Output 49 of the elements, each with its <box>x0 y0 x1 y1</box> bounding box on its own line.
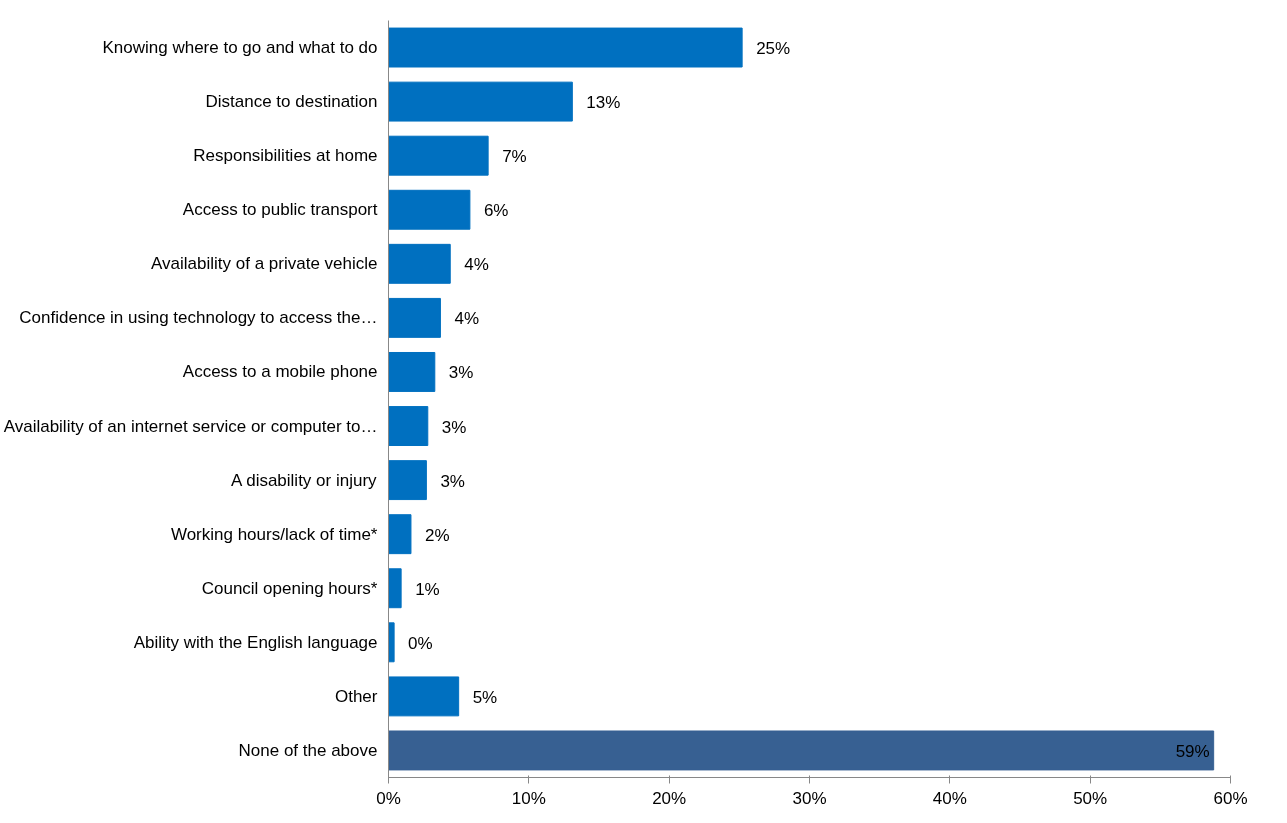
bar <box>388 243 451 284</box>
data-label: 2% <box>424 525 450 545</box>
data-label: 0% <box>408 633 433 653</box>
data-label: 7% <box>502 147 527 167</box>
y-tick-label: Access to public transport <box>182 200 378 220</box>
bar <box>388 297 441 338</box>
y-tick-label: Council opening hours* <box>201 578 378 598</box>
y-tick-label: Availability of a private vehicle <box>151 254 378 274</box>
y-tick-label: Access to a mobile phone <box>182 362 378 382</box>
data-label: 3% <box>440 471 465 491</box>
y-tick-label: A disability or injury <box>231 470 378 490</box>
bar <box>388 81 573 122</box>
data-label: 59% <box>1175 741 1210 761</box>
x-tick-label: 20% <box>652 788 687 808</box>
data-label: 5% <box>472 687 498 707</box>
bar <box>388 135 489 176</box>
data-label: 1% <box>415 579 440 599</box>
y-tick-label: Confidence in using technology to access the… <box>19 308 378 328</box>
bar <box>388 189 471 230</box>
y-tick-label: Distance to destination <box>205 92 378 112</box>
data-label: 25% <box>756 39 791 59</box>
bar <box>388 27 743 68</box>
x-tick-label: 0% <box>376 788 401 808</box>
data-label: 4% <box>454 309 479 329</box>
y-tick-label: Responsibilities at home <box>193 146 378 166</box>
x-tick-label: 30% <box>792 788 827 808</box>
data-label: 3% <box>441 417 467 437</box>
bar <box>388 622 395 663</box>
y-tick-label: None of the above <box>238 740 378 760</box>
bar <box>388 730 1215 771</box>
bar <box>388 406 429 446</box>
data-label: 3% <box>448 363 474 383</box>
x-tick-label: 60% <box>1213 788 1248 808</box>
bar <box>388 568 402 609</box>
y-tick-label: Working hours/lack of time* <box>170 524 378 544</box>
y-tick-label: Ability with the English language <box>133 632 378 652</box>
x-tick-label: 10% <box>511 788 546 808</box>
x-tick-label: 40% <box>932 788 967 808</box>
y-tick-label: Other <box>334 686 378 706</box>
data-label: 4% <box>464 255 489 275</box>
bar <box>388 352 436 392</box>
bar <box>388 514 412 555</box>
bar <box>388 676 460 717</box>
data-label: 6% <box>483 201 509 221</box>
x-tick-label: 50% <box>1073 788 1108 808</box>
bar <box>388 460 427 501</box>
y-tick-label: Availability of an internet service or computer to… <box>3 416 378 436</box>
data-label: 13% <box>586 93 621 113</box>
y-tick-label: Knowing where to go and what to do <box>102 38 378 58</box>
